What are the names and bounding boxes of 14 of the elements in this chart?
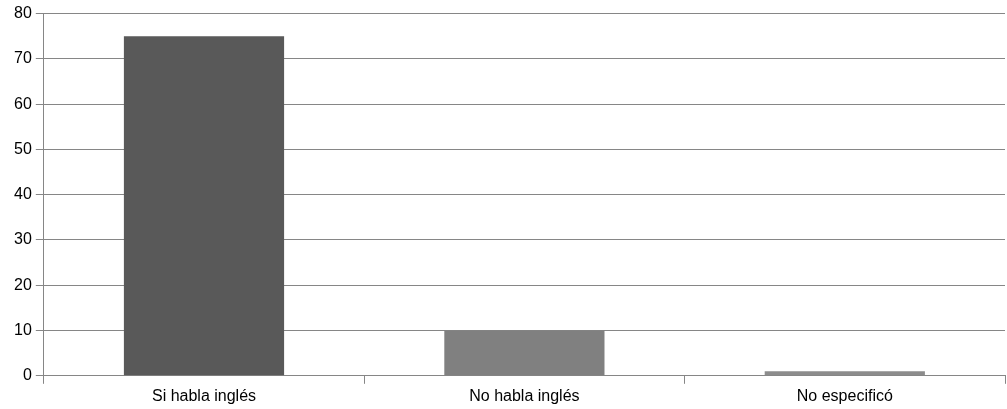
y-tick-label: 0 [22,366,32,384]
x-tick-label: No habla inglés [469,386,580,404]
y-tick-label: 20 [14,275,32,293]
bar [123,36,285,376]
bar [764,371,925,376]
y-tick-label: 80 [14,4,32,22]
y-tick-label: 30 [14,230,32,248]
y-tick-label: 60 [14,94,32,112]
y-tick-label: 40 [14,185,32,203]
x-tick-label: Si habla inglés [151,386,257,404]
y-tick-label: 50 [14,139,32,157]
x-tick-label: No especificó [796,386,893,404]
y-tick-label: 70 [14,49,32,67]
y-tick-label: 10 [14,320,32,338]
